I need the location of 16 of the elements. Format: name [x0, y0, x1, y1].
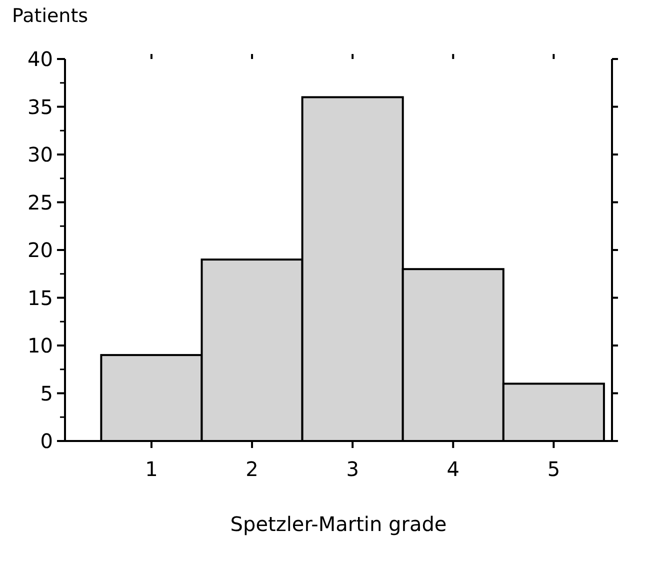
x-tick-label: 4 — [446, 457, 460, 481]
x-tick-label: 3 — [346, 457, 359, 481]
y-tick-label: 0 — [40, 429, 53, 453]
y-axis-title: Patients — [12, 5, 88, 27]
y-tick-label: 10 — [28, 334, 53, 358]
x-tick-label: 5 — [547, 457, 560, 481]
y-tick-label: 40 — [28, 47, 53, 71]
y-tick-label: 5 — [40, 381, 53, 406]
y-tick-label: 15 — [28, 286, 53, 310]
x-tick-label: 2 — [246, 457, 258, 481]
y-tick-label: 35 — [28, 94, 53, 119]
y-tick-label: 25 — [28, 190, 53, 214]
y-tick-label: 30 — [28, 142, 53, 166]
x-axis-title: Spetzler-Martin grade — [230, 512, 447, 536]
y-tick-label: 20 — [28, 238, 53, 262]
x-tick-label: 1 — [145, 457, 158, 481]
